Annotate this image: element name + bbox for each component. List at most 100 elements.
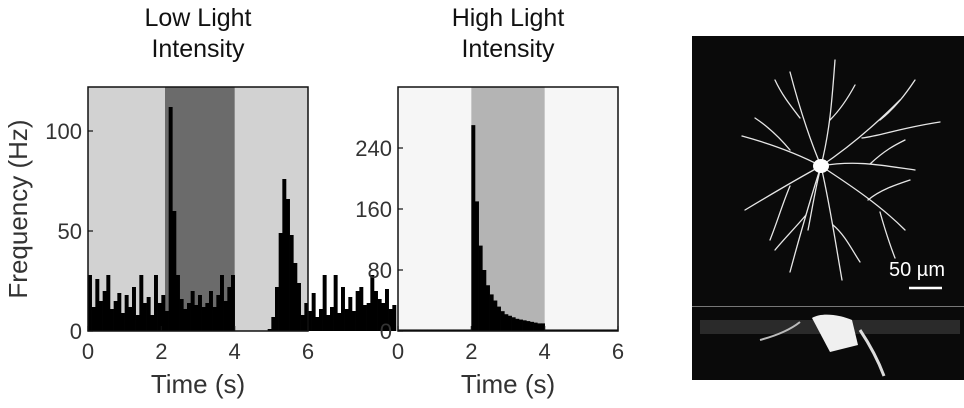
m-bar-7 — [423, 329, 428, 331]
l-bar-57 — [297, 283, 301, 331]
l-bar-32 — [205, 303, 210, 331]
middle-bars — [398, 125, 619, 331]
neuron-soma — [813, 159, 829, 173]
m-bar-56 — [603, 329, 608, 331]
m-bar-16 — [456, 329, 461, 331]
l-bar-15 — [143, 303, 147, 331]
m-bar-36 — [530, 321, 534, 331]
middle-title-line-2: Intensity — [461, 35, 555, 63]
l-bar-12 — [132, 287, 136, 331]
left-title-line-1: Low Light — [144, 4, 252, 32]
m-bar-2 — [405, 329, 410, 331]
l-bar-77 — [370, 275, 375, 331]
m-bar-52 — [588, 329, 593, 331]
l-bar-38 — [227, 287, 232, 331]
l-bar-66 — [330, 307, 334, 331]
l-bar-70 — [344, 309, 349, 331]
l-bar-81 — [385, 289, 389, 331]
l-bar-3 — [99, 301, 103, 331]
m-bar-5 — [416, 329, 421, 331]
m-bar-12 — [442, 329, 446, 331]
scale-bar-label: 50 µm — [889, 259, 945, 281]
m-bar-59 — [614, 329, 619, 331]
m-bar-40 — [544, 329, 549, 331]
middle-x-ticks: 0 2 4 6 — [392, 326, 624, 364]
l-bar-21 — [165, 311, 169, 331]
l-bar-31 — [201, 307, 206, 331]
m-bar-30 — [508, 315, 512, 331]
l-bar-9 — [121, 313, 125, 331]
l-bar-79 — [377, 299, 382, 331]
m-bar-49 — [577, 329, 582, 331]
m-bar-37 — [533, 322, 538, 331]
m-bar-21 — [475, 201, 479, 331]
m-bar-44 — [559, 329, 564, 331]
l-xtick-label-1: 2 — [155, 339, 167, 364]
l-bar-68 — [337, 313, 342, 331]
m-bar-53 — [592, 329, 597, 331]
l-bar-75 — [363, 305, 367, 331]
middle-x-axis-label: Time (s) — [461, 369, 555, 399]
m-bar-35 — [526, 321, 531, 331]
m-bar-10 — [434, 329, 439, 331]
l-bar-76 — [366, 303, 371, 331]
l-bar-4 — [102, 291, 107, 331]
l-bar-33 — [209, 291, 213, 331]
l-bar-19 — [157, 303, 162, 331]
m-bar-58 — [610, 329, 615, 331]
l-bar-50 — [271, 317, 276, 331]
l-bar-5 — [106, 275, 111, 331]
m-bar-8 — [427, 329, 432, 331]
l-bar-80 — [381, 303, 386, 331]
middle-chart-title: High Light Intensity — [398, 3, 618, 65]
m-bar-43 — [555, 329, 560, 331]
l-bar-36 — [220, 275, 224, 331]
m-bar-48 — [574, 329, 578, 331]
left-title-line-2: Intensity — [151, 35, 245, 63]
low-light-histogram: 0 2 4 6 0 50 100 Time (s) Frequency (Hz) — [3, 86, 397, 399]
m-bar-42 — [552, 329, 556, 331]
l-bar-71 — [348, 297, 353, 331]
m-bar-19 — [467, 329, 472, 331]
l-bar-52 — [278, 233, 283, 331]
l-bar-20 — [161, 295, 166, 331]
l-bar-11 — [128, 307, 133, 331]
l-bar-8 — [117, 293, 122, 331]
m-bar-47 — [570, 329, 575, 331]
l-bar-30 — [198, 295, 202, 331]
neuron-micrograph: 50 µm — [692, 36, 964, 380]
m-bar-28 — [500, 311, 505, 331]
m-bar-34 — [522, 320, 527, 331]
m-xtick-label-3: 6 — [612, 339, 624, 364]
l-bar-61 — [311, 293, 316, 331]
m-bar-24 — [486, 285, 490, 331]
l-bar-28 — [190, 291, 195, 331]
l-bar-55 — [289, 235, 294, 331]
l-bar-78 — [374, 291, 378, 331]
m-bar-38 — [537, 323, 542, 331]
l-bar-18 — [154, 275, 158, 331]
l-bar-37 — [223, 301, 228, 331]
l-bar-6 — [110, 309, 114, 331]
m-bar-31 — [511, 317, 516, 331]
m-bar-39 — [541, 323, 545, 331]
l-bar-59 — [304, 303, 309, 331]
l-bar-51 — [275, 287, 279, 331]
m-bar-13 — [445, 329, 450, 331]
l-bar-25 — [179, 299, 184, 331]
l-xtick-label-3: 6 — [302, 339, 314, 364]
l-bar-29 — [194, 305, 199, 331]
l-bar-65 — [326, 315, 331, 331]
m-bar-6 — [420, 329, 424, 331]
m-bar-0 — [398, 329, 402, 331]
m-bar-46 — [566, 329, 571, 331]
m-bar-15 — [453, 329, 457, 331]
l-ytick-label-0: 0 — [70, 319, 82, 344]
l-bar-16 — [146, 297, 151, 331]
m-bar-1 — [401, 329, 406, 331]
m-bar-33 — [519, 319, 523, 331]
l-bar-13 — [135, 315, 140, 331]
l-bar-39 — [231, 275, 235, 331]
left-y-ticks: 0 50 100 — [45, 119, 93, 344]
